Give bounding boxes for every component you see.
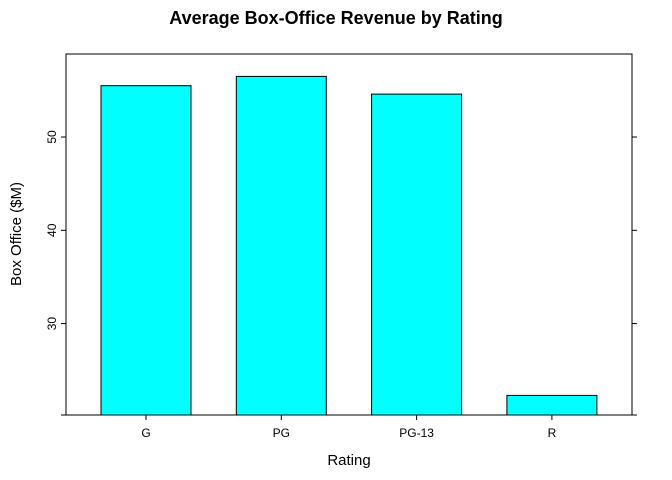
plot-frame	[65, 53, 633, 416]
y-axis-label: Box Office ($M)	[8, 182, 25, 286]
bar-r	[506, 394, 598, 416]
bar-pg	[235, 75, 327, 416]
x-tick-label: R	[548, 426, 557, 440]
plot-area	[100, 75, 598, 416]
bar-pg-13	[371, 93, 463, 416]
x-tick-label: PG	[273, 426, 290, 440]
x-tick-label: PG-13	[399, 426, 434, 440]
y-tick-label: 50	[45, 130, 59, 144]
x-axis-label: Rating	[327, 452, 370, 469]
x-tick-label: G	[141, 426, 150, 440]
y-tick-label: 40	[45, 223, 59, 237]
bar-g	[100, 85, 192, 416]
y-tick-label: 30	[45, 317, 59, 331]
chart-title: Average Box-Office Revenue by Rating	[169, 8, 502, 28]
